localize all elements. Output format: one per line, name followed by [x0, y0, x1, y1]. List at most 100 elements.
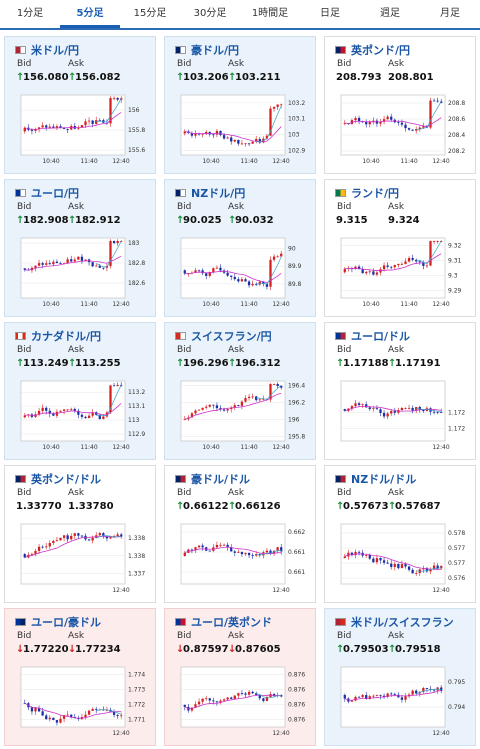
price-chart[interactable]: 156 155.8 155.6 10:40 11:40 12:40 [17, 91, 145, 169]
currency-pair-name[interactable]: スイスフラン/円 [191, 330, 272, 343]
tab-timeframe[interactable]: 1分足 [16, 8, 44, 19]
tab-timeframe[interactable]: 日足 [320, 8, 340, 19]
price-chart[interactable]: 9.32 9.31 9.3 9.29 10:40 11:40 12:40 [337, 234, 465, 312]
candle-body [425, 688, 429, 689]
rate-card[interactable]: NZドル/ドルBidAsk↑0.57673↑0.576870.5780.5775… [324, 465, 476, 603]
price-chart[interactable]: 113.2 113.1 113 112.9 10:40 11:40 12:40 [17, 377, 145, 455]
rate-card[interactable]: ユーロ/円 Bid Ask ↑182.908 ↑182.912 183 182.8 182.6… [4, 179, 156, 317]
moving-average-line [184, 392, 282, 420]
currency-pair-name[interactable]: 米ドル/スイスフラン [351, 616, 454, 629]
candle-body [432, 100, 436, 102]
currency-pair-name[interactable]: NZドル/円 [191, 187, 246, 200]
plot-area [20, 666, 126, 728]
price-chart[interactable]: 208.8 208.6 208.4 208.2 10:40 11:40 12:40 [337, 91, 465, 169]
flag-us-ch-icon [335, 618, 346, 626]
tab-timeframe[interactable]: 15分足 [133, 8, 167, 19]
price-chart[interactable]: 103.2 103.1 103 102.9 10:40 11:40 12:40 [177, 91, 305, 169]
candle-body [422, 262, 425, 266]
rate-card[interactable]: NZドル/円 Bid Ask ↑90.025 ↑90.032 90 89.9 89.8 10:4… [164, 179, 316, 317]
candle-body [73, 533, 76, 536]
currency-pair-name[interactable]: 豪ドル/円 [191, 44, 240, 57]
tab-timeframe[interactable]: 30分足 [193, 8, 227, 19]
rate-card[interactable]: ユーロ/ドルBidAsk↑1.17188↑1.171911.17251.1721… [324, 322, 476, 460]
currency-pair-name[interactable]: ユーロ/ドル [351, 330, 411, 343]
x-tick-label: 12:40 [432, 444, 449, 451]
rate-card[interactable]: 米ドル/スイスフラン Bid Ask ↑0.79503 ↑0.79518 0.795 0.7… [324, 608, 476, 746]
arrow-down-icon: ↓ [228, 644, 237, 655]
currency-pair-name[interactable]: 豪ドル/ドル [191, 473, 251, 486]
candle-body [62, 128, 66, 130]
ask-label: Ask [228, 345, 245, 355]
rate-card[interactable]: ランド/円 Bid Ask 9.315 9.324 9.32 9.31 9.3 9.29 10:4… [324, 179, 476, 317]
candle-body [379, 694, 382, 696]
price-chart[interactable]: 1.3385 1.338 1.3375 12:40 [17, 520, 145, 598]
ask-price: 156.082 [75, 72, 121, 83]
tab-timeframe[interactable]: 月足 [440, 8, 460, 19]
currency-pair-name[interactable]: カナダドル/円 [31, 330, 102, 343]
rate-card[interactable]: 米ドル/円 Bid Ask ↑156.080 ↑156.082 156 155.8 155.6… [4, 36, 156, 174]
candle-body [354, 551, 357, 556]
ask-price: 9.324 [388, 215, 420, 226]
candle-body [343, 556, 346, 559]
rate-card[interactable]: ユーロ/豪ドル Bid Ask ↓1.77220 ↓1.77234 1.774 1.773 1… [4, 608, 156, 746]
candle-body [233, 551, 236, 553]
candle-body [361, 695, 364, 697]
rate-card[interactable]: 豪ドル/ドルBidAsk↑0.66122↑0.661260.6620.66150… [164, 465, 316, 603]
candle-body [276, 256, 279, 258]
candle-body [194, 133, 197, 136]
moving-average-line [184, 126, 282, 143]
candle-body [255, 396, 258, 401]
candle-body [109, 385, 112, 413]
rate-card[interactable]: 英ポンド/ドルBidAsk1.337701.337801.33851.3381.… [4, 465, 156, 603]
flag-nz-us-icon [335, 475, 346, 483]
x-tick-label: 10:40 [42, 158, 59, 165]
candle-body [237, 139, 240, 144]
price-chart[interactable]: 183 182.8 182.6 10:40 11:40 12:40 [17, 234, 145, 312]
price-chart[interactable]: 0.795 0.7945 12:40 [337, 663, 465, 741]
currency-pair-name[interactable]: 米ドル/円 [31, 44, 80, 57]
rate-card[interactable]: カナダドル/円 Bid Ask ↑113.249 ↑113.255 113.2 113.1 1… [4, 322, 156, 460]
arrow-up-icon: ↑ [228, 72, 237, 83]
candlestick-chart: 183 182.8 182.6 10:40 11:40 12:40 [20, 237, 145, 308]
candle-body [91, 537, 94, 541]
arrow-down-icon: ↓ [176, 644, 185, 655]
tab-timeframe[interactable]: 5分足 [60, 0, 120, 28]
rate-card[interactable]: スイスフラン/円 Bid Ask ↑196.296 ↑196.312 196.4 196.2… [164, 322, 316, 460]
candle-body [34, 265, 37, 268]
price-chart[interactable]: 1.774 1.773 1.772 1.771 12:40 [17, 663, 145, 741]
rate-card[interactable]: 英ポンド/円 Bid Ask 208.793 208.801 208.8 208.6 208.… [324, 36, 476, 174]
candle-body [37, 410, 41, 415]
candle-body [45, 407, 48, 411]
price-chart[interactable]: 0.578 0.5775 0.577 0.5765 12:40 [337, 520, 465, 598]
candle-body [190, 413, 194, 418]
candle-body [102, 416, 105, 420]
rate-card[interactable]: ユーロ/英ポンドBidAsk↓0.87597↓0.876050.87630.87… [164, 608, 316, 746]
y-tick-label: 0.577 [448, 560, 465, 567]
price-chart[interactable]: 1.1725 1.172 12:40 [337, 377, 465, 455]
candle-body [343, 268, 346, 273]
price-chart[interactable]: 90 89.9 89.8 10:40 11:40 12:40 [177, 234, 305, 312]
tab-timeframe[interactable]: 週足 [380, 8, 400, 19]
rate-card[interactable]: 豪ドル/円 Bid Ask ↑103.206 ↑103.211 103.2 103.1 103… [164, 36, 316, 174]
candle-body [251, 284, 254, 286]
price-chart[interactable]: 0.662 0.6615 0.661 12:40 [177, 520, 305, 598]
tab-timeframe[interactable]: 1時間足 [251, 8, 289, 19]
price-chart[interactable]: 196.4 196.2 196 195.8 10:40 11:40 12:40 [177, 377, 305, 455]
currency-pair-name[interactable]: ユーロ/円 [31, 187, 80, 200]
currency-pair-name[interactable]: ユーロ/英ポンド [191, 616, 273, 629]
currency-pair-name[interactable]: ランド/円 [351, 187, 400, 200]
moving-average-line [344, 553, 442, 570]
bid-price: 113.249 [23, 358, 69, 369]
candle-body [247, 281, 251, 286]
currency-pair-name[interactable]: 英ポンド/ドル [31, 473, 102, 486]
currency-pair-name[interactable]: ユーロ/豪ドル [31, 616, 102, 629]
candle-body [415, 407, 418, 411]
candle-body [365, 404, 368, 408]
currency-pair-name[interactable]: 英ポンド/円 [351, 44, 411, 57]
ask-price: 1.77234 [75, 644, 121, 655]
candle-body [48, 263, 51, 265]
candle-body [244, 552, 247, 555]
candle-body [237, 279, 240, 282]
currency-pair-name[interactable]: NZドル/ドル [351, 473, 417, 486]
